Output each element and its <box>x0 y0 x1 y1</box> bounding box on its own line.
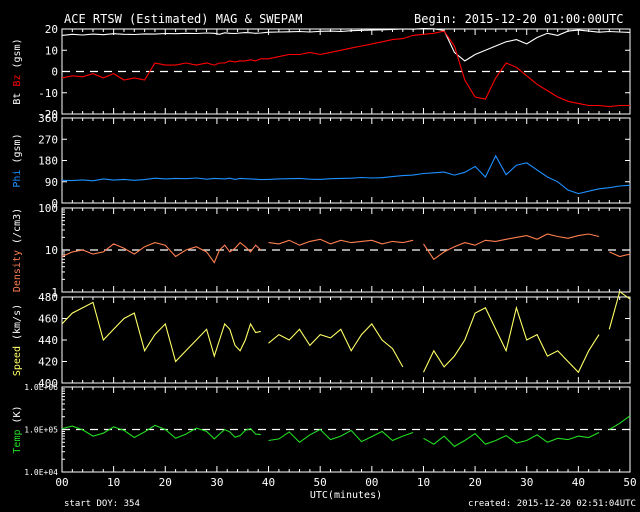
y-tick-label: 1.0E+05 <box>24 426 58 435</box>
x-axis-label: UTC(minutes) <box>310 490 382 501</box>
y-axis-label-part: (gsm) <box>12 133 23 169</box>
y-axis-label: Temp (K) <box>12 405 23 453</box>
created-time: created: 2015-12-20 02:51:04UTC <box>468 499 636 509</box>
x-tick-label: 30 <box>520 476 533 489</box>
y-tick-label: 460 <box>38 313 58 326</box>
series-line-speed <box>61 301 261 363</box>
y-tick-label: 1.0E+06 <box>24 383 58 392</box>
series-line-speed <box>423 305 600 374</box>
y-axis-label-part: (/cm3) <box>12 208 23 250</box>
y-axis-label-part: Bt <box>12 93 23 105</box>
y-tick-label: -20 <box>38 108 58 121</box>
y-tick-label: 180 <box>38 155 58 168</box>
y-tick-label: 90 <box>45 176 58 189</box>
y-axis-label-part: Speed <box>12 346 23 376</box>
panel-4: 480 460 440 420 400 Speed (km/s) <box>12 290 631 390</box>
x-tick-label: 40 <box>572 476 585 489</box>
x-tick-label: 20 <box>159 476 172 489</box>
y-axis-label: Bt Bz (gsm) <box>12 38 23 104</box>
x-tick-label: 50 <box>623 476 636 489</box>
series-line-temp <box>609 415 631 430</box>
y-tick-label: 360 <box>38 112 58 125</box>
panel-1: 20 10 0 -10 -20 Bt Bz (gsm) <box>12 23 631 121</box>
y-axis-label: Density (/cm3) <box>12 208 23 292</box>
y-tick-label: -10 <box>38 87 58 100</box>
x-tick-label: 00 <box>55 476 68 489</box>
y-tick-label: 10 <box>45 244 58 257</box>
series-line-density <box>268 238 414 246</box>
y-axis-label-part: (gsm) <box>12 38 23 74</box>
x-tick-label: 10 <box>107 476 120 489</box>
x-tick-label: 00 <box>365 476 378 489</box>
series-line-temp <box>423 432 600 448</box>
y-tick-label: 0 <box>51 197 58 210</box>
series-line-temp <box>61 424 261 440</box>
y-axis-label-part: Temp <box>12 430 23 454</box>
x-tick-label: 50 <box>314 476 327 489</box>
y-tick-label: 100 <box>38 202 58 215</box>
series-line-speed <box>268 323 404 368</box>
x-tick-label: 10 <box>417 476 430 489</box>
chart-title: ACE RTSW (Estimated) MAG & SWEPAM <box>64 12 302 26</box>
begin-time: Begin: 2015-12-20 01:00:00UTC <box>414 12 624 26</box>
y-tick-label: 1.0E+04 <box>24 468 58 477</box>
y-tick-label: 440 <box>38 334 58 347</box>
y-axis-label-part: (km/s) <box>12 304 23 346</box>
y-axis-label-part: (K) <box>12 405 23 429</box>
panel-2: 360 270 180 90 0 Phi (gsm) <box>12 112 631 210</box>
series-line-phi <box>61 154 631 195</box>
y-tick-label: 400 <box>38 377 58 390</box>
y-tick-label: 10 <box>45 44 58 57</box>
y-axis-label-part: Density <box>12 250 23 292</box>
y-tick-label: 420 <box>38 356 58 369</box>
series-line-bz <box>61 30 630 108</box>
start-doy: start DOY: 354 <box>64 499 140 509</box>
series-line-density <box>61 241 262 264</box>
y-axis-label: Phi (gsm) <box>12 133 23 187</box>
y-tick-label: 20 <box>45 23 58 36</box>
x-tick-label: 30 <box>210 476 223 489</box>
y-axis-label-part: Bz <box>12 75 23 93</box>
x-tick-label: 20 <box>468 476 481 489</box>
series-line-bt <box>61 28 631 62</box>
series-line-density <box>609 251 631 258</box>
y-tick-label: 270 <box>38 133 58 146</box>
series-line-speed <box>608 290 631 330</box>
y-axis-label-part: Phi <box>12 170 23 188</box>
panel-5: 1.0E+06 1.0E+05 1.0E+04 Temp (K) <box>12 383 631 477</box>
y-tick-label: 0 <box>51 66 58 79</box>
series-line-density <box>423 233 600 261</box>
y-tick-label: 480 <box>38 291 58 304</box>
panel-3: 100 10 1 Density (/cm3) <box>12 202 631 299</box>
x-tick-label: 40 <box>262 476 275 489</box>
series-line-temp <box>268 428 414 444</box>
y-axis-label: Speed (km/s) <box>12 304 23 376</box>
y-tick-label: 1 <box>51 286 58 299</box>
